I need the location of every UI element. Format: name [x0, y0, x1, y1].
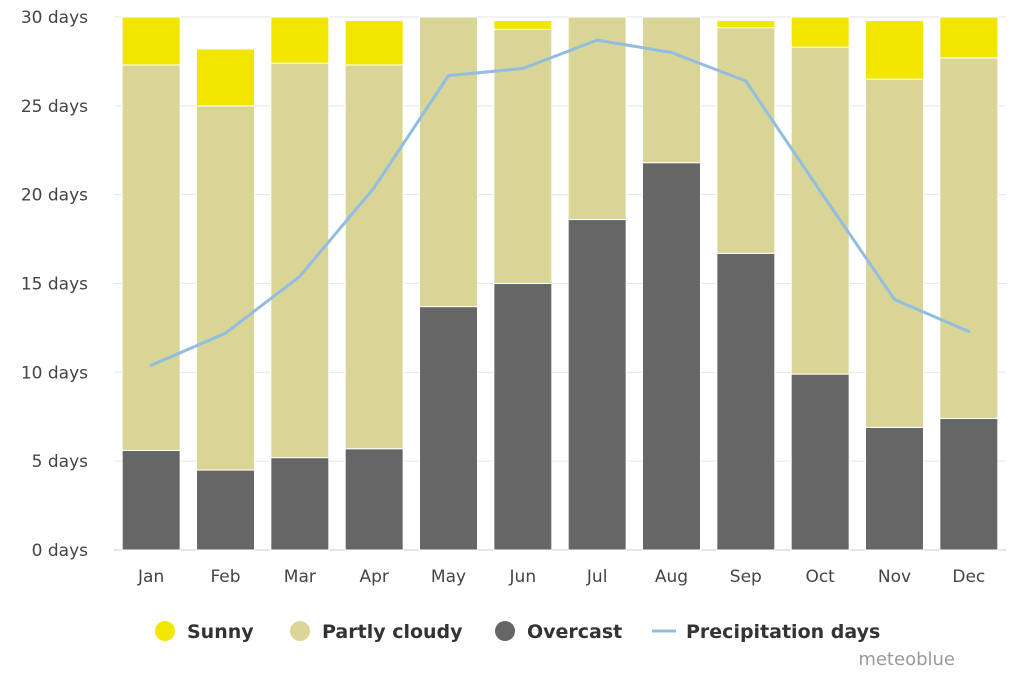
bar-sunny-mar: [270, 16, 330, 64]
y-tick-label: 20 days: [21, 186, 88, 206]
bar-partly-cloudy-nov: [865, 78, 924, 428]
bar-sunny-apr: [344, 20, 404, 66]
bar-overcast-apr: [344, 448, 404, 551]
bar-partly-cloudy-aug: [642, 16, 701, 164]
bar-overcast-feb: [196, 469, 255, 551]
bar-partly-cloudy-jul: [567, 16, 627, 221]
bar-partly-cloudy-oct: [790, 46, 850, 375]
bar-partly-cloudy-jan: [121, 64, 181, 452]
legend-partly-cloudy-label: Partly cloudy: [322, 621, 463, 643]
bar-overcast-jan: [121, 450, 181, 551]
bar-partly-cloudy-apr: [344, 64, 404, 450]
bar-overcast-aug: [642, 162, 701, 551]
bar-partly-cloudy-sep: [716, 27, 776, 254]
y-axis-tick-labels: 0 days 5 days 10 days 15 days 20 days 25 days…: [21, 8, 88, 561]
y-tick-label: 15 days: [21, 275, 88, 295]
x-tick-label-may: May: [431, 567, 466, 587]
precipitation-line: [149, 38, 971, 367]
bar-overcast-jun: [493, 283, 553, 551]
bar-series: [121, 16, 999, 551]
x-tick-label-feb: Feb: [210, 567, 240, 587]
bar-sunny-dec: [939, 16, 999, 59]
legend-sunny-label: Sunny: [187, 621, 254, 643]
bar-sunny-jun: [493, 20, 553, 30]
bar-partly-cloudy-feb: [196, 105, 255, 471]
x-tick-label-apr: Apr: [359, 567, 388, 587]
bar-overcast-mar: [270, 457, 330, 551]
bar-overcast-oct: [790, 373, 850, 551]
bar-sunny-nov: [865, 20, 924, 80]
y-tick-label: 10 days: [21, 363, 88, 383]
bar-overcast-dec: [939, 418, 999, 551]
x-tick-label-mar: Mar: [284, 567, 316, 587]
x-tick-label-oct: Oct: [805, 567, 835, 587]
credit-text: meteoblue: [858, 649, 955, 670]
legend-partly-cloudy-marker: [290, 621, 310, 641]
bar-sunny-oct: [790, 16, 850, 48]
bar-overcast-may: [419, 306, 478, 551]
bar-overcast-sep: [716, 252, 776, 551]
bar-sunny-feb: [196, 48, 255, 107]
x-axis-tick-labels: Jan Feb Mar Apr May Jun Jul Aug Sep Oct Nov Dec: [137, 567, 985, 587]
x-tick-label-sep: Sep: [730, 567, 762, 587]
x-tick-label-jan: Jan: [137, 567, 164, 587]
y-tick-label: 25 days: [21, 97, 88, 117]
bar-partly-cloudy-may: [419, 16, 478, 308]
bar-partly-cloudy-mar: [270, 62, 330, 459]
bar-overcast-jul: [567, 219, 627, 551]
bar-overcast-nov: [865, 426, 924, 551]
x-tick-label-jun: Jun: [509, 567, 537, 587]
bar-sunny-jan: [121, 16, 181, 66]
grid-lines: [114, 16, 1006, 551]
bar-partly-cloudy-dec: [939, 57, 999, 420]
bar-sunny-sep: [716, 20, 776, 29]
precipitation-days-line: [149, 38, 971, 367]
y-tick-label: 5 days: [32, 452, 88, 472]
legend-precipitation-days-label: Precipitation days: [686, 621, 880, 643]
legend-overcast-label: Overcast: [527, 621, 622, 643]
legend: Sunny Partly cloudy Overcast Precipitation …: [155, 621, 880, 643]
x-tick-label-aug: Aug: [655, 567, 688, 587]
x-tick-label-nov: Nov: [878, 567, 911, 587]
x-tick-label-jul: Jul: [586, 567, 608, 587]
legend-overcast-marker: [495, 621, 515, 641]
x-tick-label-dec: Dec: [952, 567, 985, 587]
legend-sunny-marker: [155, 621, 175, 641]
y-tick-label: 30 days: [21, 8, 88, 28]
y-tick-label: 0 days: [32, 541, 88, 561]
